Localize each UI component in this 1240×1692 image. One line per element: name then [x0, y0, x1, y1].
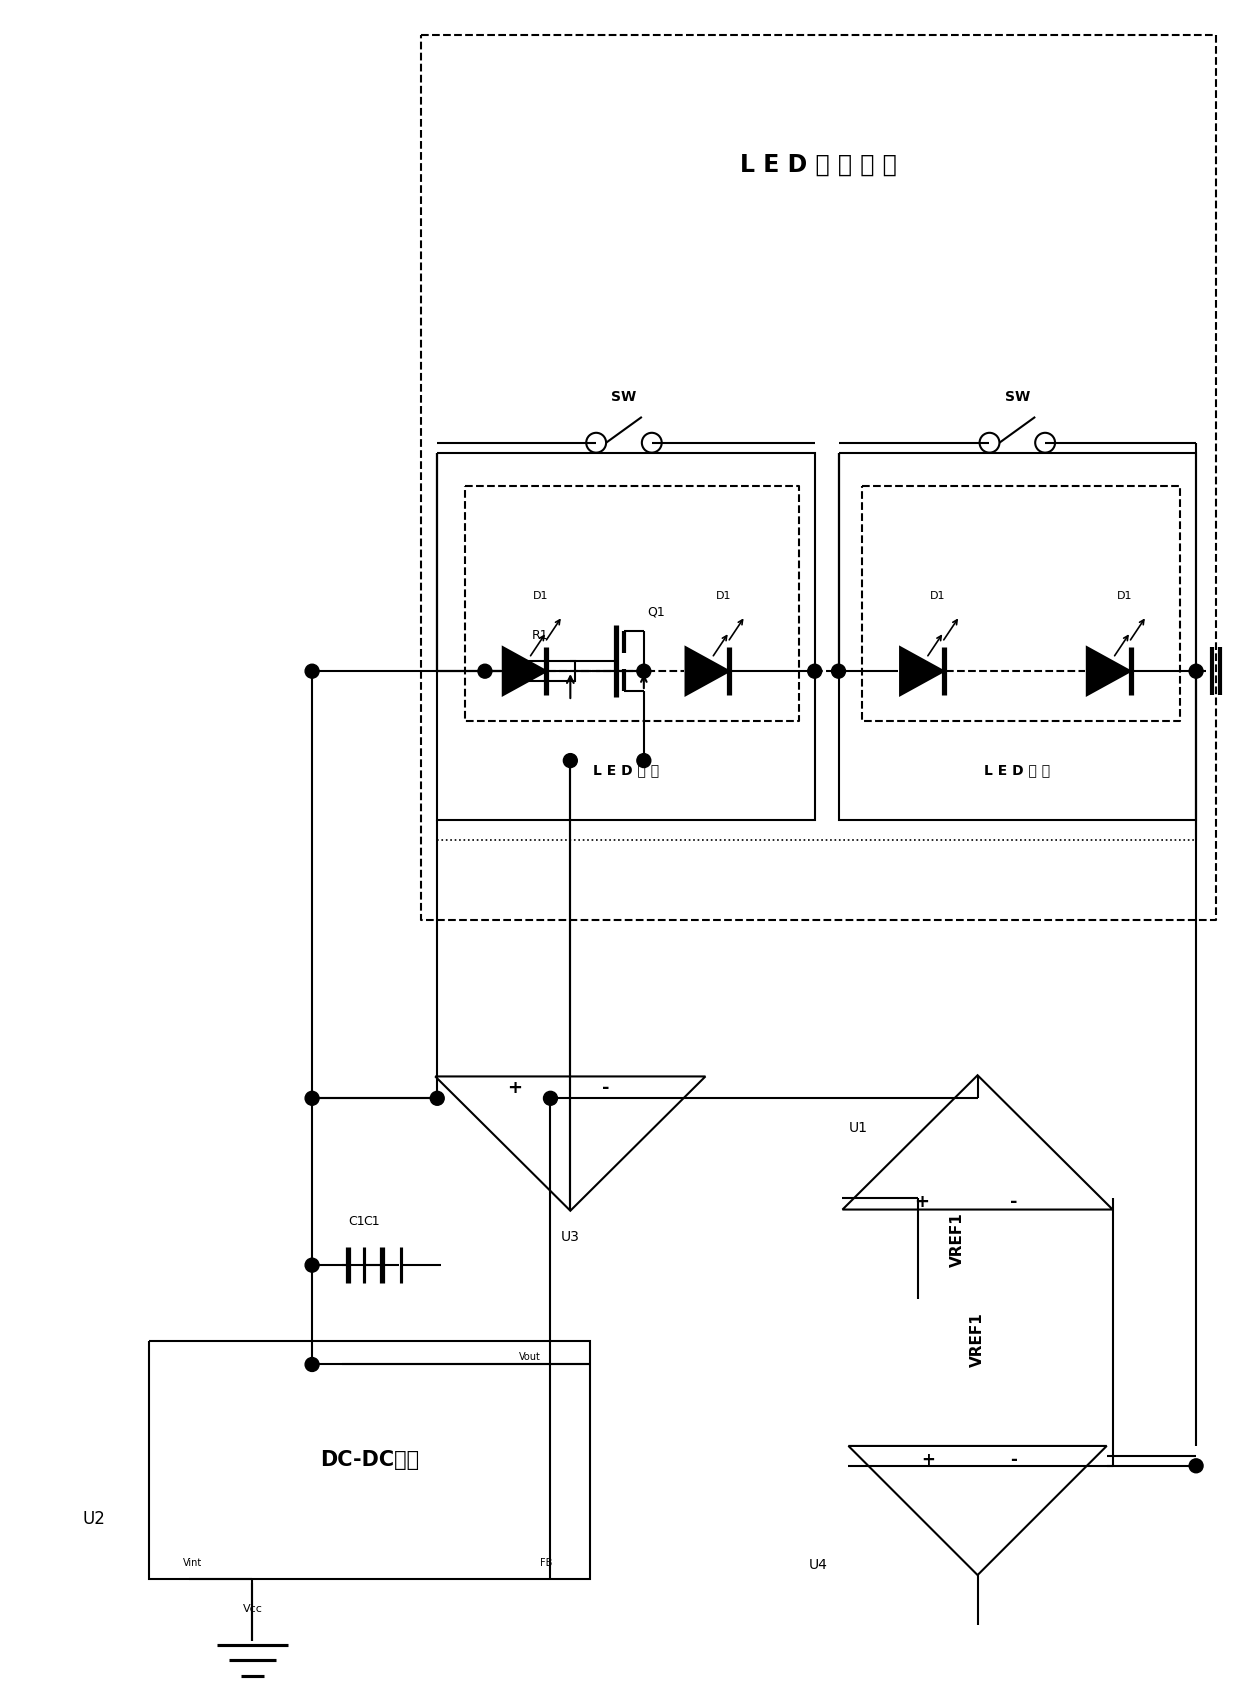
Circle shape: [1189, 1459, 1203, 1472]
Circle shape: [563, 753, 578, 768]
Polygon shape: [848, 1447, 1107, 1575]
Text: Vint: Vint: [184, 1558, 202, 1568]
Circle shape: [305, 1357, 319, 1372]
Text: D1: D1: [930, 591, 946, 601]
Text: D1: D1: [715, 591, 732, 601]
Polygon shape: [502, 646, 547, 695]
Polygon shape: [900, 646, 944, 695]
Text: C1: C1: [363, 1215, 379, 1228]
Polygon shape: [1086, 646, 1131, 695]
Circle shape: [1189, 665, 1203, 678]
Circle shape: [637, 665, 651, 678]
Text: +: +: [921, 1450, 935, 1469]
Text: D1: D1: [533, 591, 548, 601]
Circle shape: [637, 753, 651, 768]
Circle shape: [430, 1091, 444, 1105]
Text: FB: FB: [541, 1558, 553, 1568]
Text: VREF1: VREF1: [950, 1211, 965, 1267]
Circle shape: [832, 665, 846, 678]
Text: SW: SW: [611, 391, 636, 404]
Polygon shape: [686, 646, 729, 695]
Polygon shape: [435, 1076, 706, 1211]
Text: D1: D1: [1117, 591, 1132, 601]
Text: U2: U2: [82, 1511, 105, 1528]
Text: L E D 调 光 电 路: L E D 调 光 电 路: [740, 152, 897, 176]
Text: VREF1: VREF1: [970, 1313, 985, 1367]
Circle shape: [807, 665, 822, 678]
Circle shape: [543, 1091, 558, 1105]
Text: +: +: [507, 1079, 522, 1098]
Text: +: +: [914, 1193, 930, 1210]
Text: U4: U4: [810, 1558, 828, 1572]
Text: -: -: [603, 1079, 610, 1098]
Circle shape: [305, 665, 319, 678]
Text: U3: U3: [560, 1230, 580, 1244]
Text: Vout: Vout: [518, 1352, 541, 1362]
Text: U1: U1: [849, 1122, 868, 1135]
Polygon shape: [842, 1074, 1112, 1210]
Circle shape: [305, 1091, 319, 1105]
Text: Vcc: Vcc: [243, 1604, 263, 1614]
Text: L E D 灯 册: L E D 灯 册: [985, 763, 1050, 778]
Text: -: -: [1009, 1193, 1017, 1210]
Text: SW: SW: [1004, 391, 1030, 404]
Text: L E D 灯 册: L E D 灯 册: [593, 763, 658, 778]
Circle shape: [305, 1259, 319, 1272]
Text: C1: C1: [348, 1215, 365, 1228]
Text: DC-DC模块: DC-DC模块: [320, 1450, 419, 1470]
Text: R1: R1: [532, 629, 549, 641]
Circle shape: [477, 665, 492, 678]
Text: -: -: [1009, 1450, 1017, 1469]
Text: Q1: Q1: [647, 606, 665, 618]
